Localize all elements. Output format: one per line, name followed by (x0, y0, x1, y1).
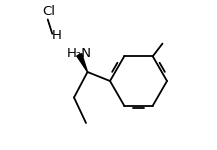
Text: Cl: Cl (43, 5, 56, 18)
Text: H₂N: H₂N (66, 47, 92, 60)
Text: H: H (51, 29, 61, 42)
Polygon shape (77, 54, 87, 72)
